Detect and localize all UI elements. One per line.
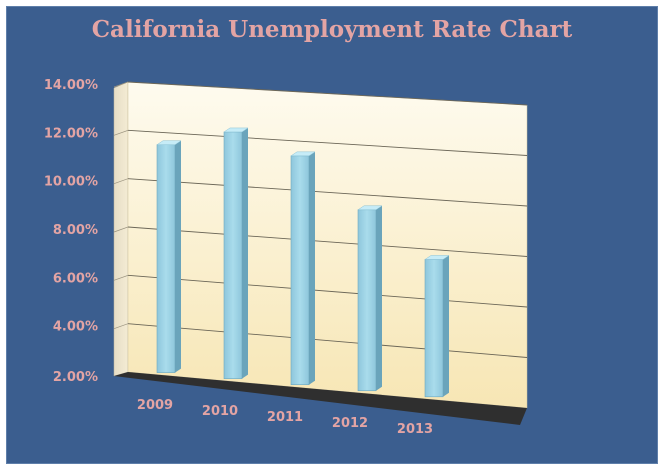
gridline-side [113, 130, 129, 136]
gridline [127, 226, 528, 257]
x-tick-label: 2009 [137, 398, 173, 413]
gridline [127, 323, 528, 358]
x-tick-label: 2011 [267, 410, 303, 425]
back-wall [127, 81, 528, 409]
chart-title: California Unemployment Rate Chart [91, 16, 573, 43]
x-tick-label: 2013 [397, 422, 433, 437]
gridline [127, 129, 528, 156]
y-tick-label: 2.00% [53, 370, 98, 385]
bar [424, 255, 450, 398]
gridline-side [113, 323, 129, 329]
x-tick-label: 2010 [202, 404, 238, 419]
gridline-side [113, 178, 129, 184]
side-wall [113, 81, 129, 377]
bar [156, 140, 182, 373]
gridline-side [113, 275, 129, 281]
bar [223, 127, 249, 379]
gridline-side [113, 226, 129, 233]
gridline-side [113, 81, 129, 88]
y-tick-label: 12.00% [44, 126, 98, 141]
bar [357, 205, 383, 392]
gridline [127, 274, 528, 308]
gridline [127, 81, 528, 106]
floor [114, 372, 527, 425]
y-tick-label: 6.00% [53, 271, 98, 286]
x-tick-label: 2012 [332, 416, 368, 431]
y-tick-label: 14.00% [44, 78, 98, 93]
y-tick-label: 10.00% [44, 175, 98, 190]
bar [290, 151, 316, 386]
y-tick-label: 8.00% [53, 223, 98, 238]
gridline [127, 178, 528, 207]
y-tick-label: 4.00% [53, 320, 98, 335]
